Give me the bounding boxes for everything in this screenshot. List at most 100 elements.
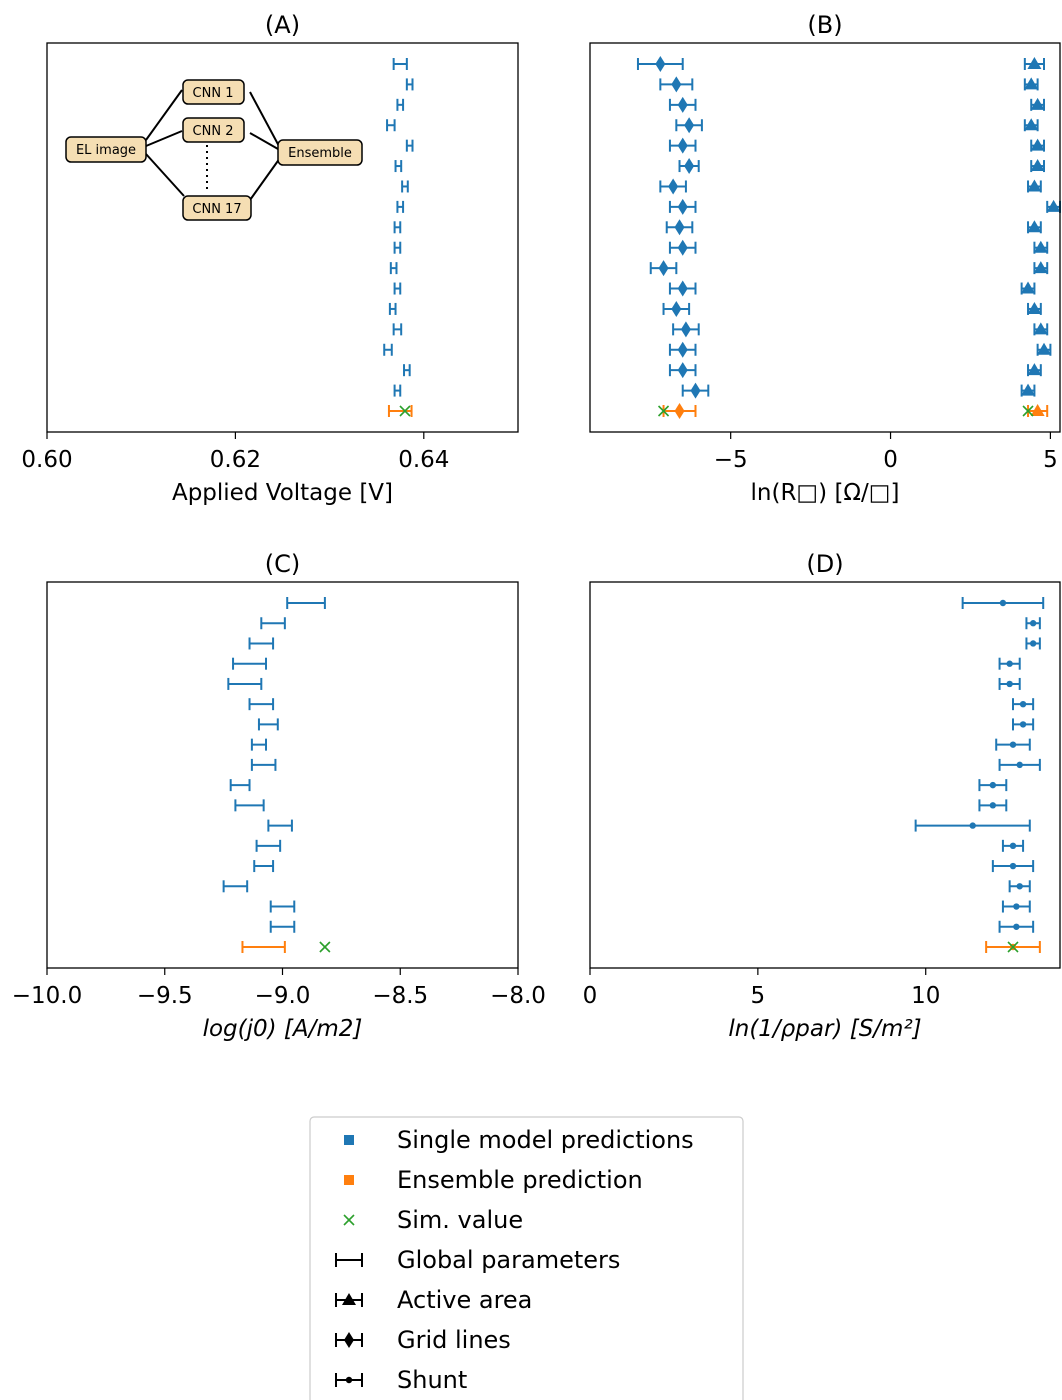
active-area-marker [1027, 57, 1042, 69]
legend-item: Single model predictions [344, 1126, 694, 1154]
shunt-marker [1009, 862, 1017, 870]
grid-lines-marker [677, 341, 688, 358]
sim-value-marker [657, 405, 670, 417]
active-area-marker [1024, 118, 1039, 131]
sim-value-marker [1022, 405, 1034, 417]
shunt-marker [1029, 640, 1037, 647]
flow-cnn2-label: CNN 2 [193, 124, 234, 139]
axes-frame [46, 42, 519, 433]
legend-item: Global parameters [335, 1246, 620, 1274]
flow-ensemble-label: Ensemble [288, 146, 352, 161]
active-area-marker [1046, 199, 1061, 212]
panel-d: (D) 0 5 10 ln(1/ρpar) [S/m²] [583, 550, 1061, 1042]
sim-value-marker [399, 405, 411, 417]
legend-item: Active area [335, 1286, 532, 1314]
flow-box-ensemble [277, 139, 363, 166]
legend-label: Ensemble prediction [397, 1166, 643, 1194]
shunt-marker [1009, 842, 1017, 850]
flow-box-cnn1 [182, 79, 245, 105]
panel-title: (D) [806, 550, 843, 578]
flow-box-input [65, 136, 147, 163]
sim-value-marker [1007, 941, 1019, 953]
grid-lines-marker [671, 300, 682, 317]
grid-lines-marker [680, 321, 691, 338]
grid-lines-marker [677, 137, 688, 154]
x-tick-label: 5 [1043, 447, 1058, 473]
x-tick-label: −9.5 [137, 983, 193, 1009]
legend-x-marker [343, 1214, 355, 1226]
legend-dot-marker [345, 1376, 353, 1384]
panel-title: (B) [807, 11, 842, 39]
legend-label: Shunt [397, 1366, 467, 1394]
legend-item: Grid lines [335, 1326, 511, 1354]
x-tick-label: 0.64 [398, 447, 449, 473]
active-area-marker [1021, 281, 1036, 294]
axes-frame [589, 581, 1061, 969]
x-axis-label: log(j0) [A/m2] [203, 1016, 363, 1042]
legend-frame [309, 1116, 744, 1400]
active-area-marker [1033, 322, 1048, 335]
active-area-marker [1027, 363, 1042, 376]
active-area-marker [1030, 97, 1045, 110]
x-tick-label: 5 [751, 983, 766, 1009]
active-area-marker [1027, 220, 1042, 233]
shunt-marker [1016, 761, 1023, 769]
grid-lines-marker [677, 280, 688, 297]
flow-arrows [145, 89, 281, 201]
x-axis-label: ln(R□) [Ω/□] [751, 480, 900, 506]
grid-lines-marker [677, 198, 688, 215]
legend: Single model predictions Ensemble predict… [309, 1116, 744, 1400]
x-tick-label: 0 [883, 447, 898, 473]
active-area-marker [1021, 383, 1036, 396]
x-tick-label: 0.60 [21, 447, 72, 473]
x-tick-label: −8.0 [490, 983, 546, 1009]
legend-item: Ensemble prediction [344, 1166, 643, 1194]
x-axis-label: ln(1/ρpar) [S/m²] [728, 1016, 921, 1042]
panel-title: (A) [265, 11, 300, 39]
shunt-marker [1013, 923, 1020, 930]
legend-label: Single model predictions [397, 1126, 694, 1154]
grid-lines-marker [684, 117, 695, 134]
legend-item: Sim. value [343, 1206, 523, 1234]
sim-value-marker-stroke2 [1022, 405, 1034, 417]
axes-frame [46, 581, 519, 969]
active-area-marker [1024, 77, 1039, 90]
active-area-marker [1027, 301, 1042, 314]
flow-input-label: EL image [76, 143, 136, 158]
sim-value-marker-stroke2 [319, 941, 331, 953]
sim-value-marker-stroke2 [399, 405, 411, 417]
grid-lines-marker [684, 158, 695, 175]
sim-value-marker-stroke2 [657, 405, 670, 417]
shunt-marker [989, 781, 997, 789]
flow-cnn1-label: CNN 1 [193, 86, 234, 101]
flow-box-cnn17 [182, 195, 252, 221]
grid-lines-marker [655, 56, 666, 72]
shunt-marker [1029, 620, 1037, 627]
grid-lines-marker [671, 76, 682, 93]
panel-b: (B) −5 0 5 ln(R□) [Ω/□] [589, 11, 1061, 506]
x-tick-label: −8.5 [372, 983, 428, 1009]
sim-value-marker [319, 941, 331, 953]
shunt-marker [1006, 680, 1013, 688]
legend-label: Global parameters [397, 1246, 620, 1274]
active-area-marker [1030, 159, 1045, 172]
panel-title: (C) [265, 550, 300, 578]
grid-lines-marker [677, 239, 688, 256]
ensemble-marker [674, 403, 685, 419]
active-area-marker [1033, 240, 1048, 253]
x-axis-label: Applied Voltage [V] [172, 480, 393, 506]
shunt-marker [989, 802, 997, 809]
grid-lines-marker [677, 362, 688, 379]
legend-item: Shunt [335, 1366, 467, 1394]
inset-flow-diagram: EL image CNN 1 CNN 2 CNN 17 Ensemble [65, 79, 363, 221]
shunt-marker [1019, 721, 1027, 728]
legend-x-marker-stroke2 [343, 1214, 355, 1226]
x-tick-label: 10 [911, 983, 940, 1009]
grid-lines-marker [690, 382, 701, 399]
x-tick-label: 0 [583, 983, 598, 1009]
sim-value-marker-stroke2 [1007, 941, 1019, 953]
grid-lines-marker [677, 96, 688, 113]
grid-lines-marker [658, 260, 669, 277]
